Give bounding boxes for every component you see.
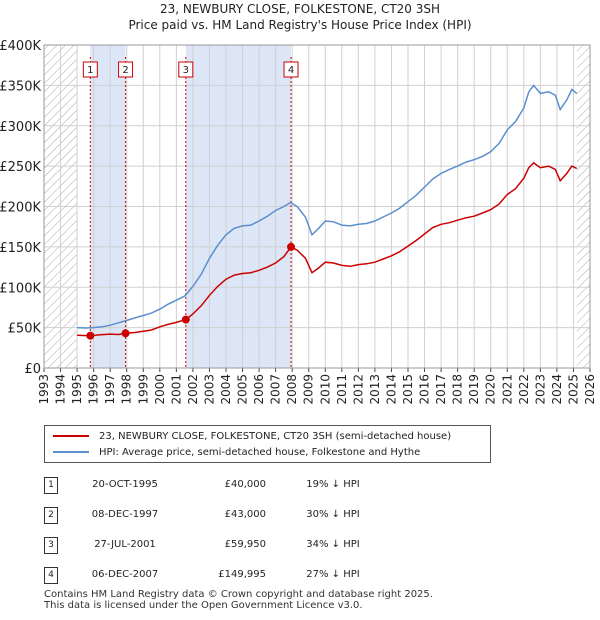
x-tick-label: 2019 <box>467 374 481 405</box>
transaction-price: £59,950 <box>224 539 266 550</box>
legend: 23, NEWBURY CLOSE, FOLKESTONE, CT20 3SH … <box>44 425 491 463</box>
transaction-date: 08-DEC-1997 <box>91 509 159 520</box>
transaction-number: 2 <box>44 507 58 524</box>
x-tick-label: 2021 <box>500 374 514 405</box>
sale-point-3 <box>181 315 190 324</box>
legend-item-price-paid: 23, NEWBURY CLOSE, FOLKESTONE, CT20 3SH … <box>53 428 451 444</box>
sale-marker-label-2: 2 <box>122 65 128 76</box>
transaction-hpi-diff: 19% ↓ HPI <box>306 479 360 490</box>
sale-marker-label-1: 1 <box>87 65 93 76</box>
x-tick-label: 2005 <box>236 374 250 405</box>
transaction-price: £40,000 <box>224 479 266 490</box>
transaction-row: 2 08-DEC-1997 £43,000 30% ↓ HPI <box>0 507 600 527</box>
x-tick-label: 2017 <box>434 374 448 405</box>
x-tick-label: 2014 <box>384 374 398 405</box>
legend-item-hpi: HPI: Average price, semi-detached house,… <box>53 444 420 460</box>
transaction-price: £43,000 <box>224 509 266 520</box>
transaction-row: 3 27-JUL-2001 £59,950 34% ↓ HPI <box>0 537 600 557</box>
x-tick-label: 2023 <box>533 374 547 405</box>
x-tick-label: 1995 <box>70 374 84 405</box>
x-tick-label: 2018 <box>451 374 465 405</box>
y-tick-label: £100K <box>0 281 41 296</box>
x-tick-label: 2002 <box>186 374 200 405</box>
transaction-hpi-diff: 34% ↓ HPI <box>306 539 360 550</box>
x-tick-label: 2003 <box>202 374 216 405</box>
x-tick-label: 2009 <box>302 374 316 405</box>
x-tick-label: 2026 <box>583 374 597 405</box>
transaction-date: 27-JUL-2001 <box>94 539 156 550</box>
y-tick-label: £300K <box>0 120 41 135</box>
x-tick-label: 1994 <box>54 374 68 405</box>
transaction-number: 3 <box>44 537 58 554</box>
transaction-price: £149,995 <box>218 569 266 580</box>
footer-licence: This data is licensed under the Open Gov… <box>44 600 363 611</box>
y-tick-label: £250K <box>0 160 41 175</box>
sale-point-4 <box>287 242 296 251</box>
legend-label-price-paid: 23, NEWBURY CLOSE, FOLKESTONE, CT20 3SH … <box>99 430 452 442</box>
legend-line-hpi <box>53 451 89 453</box>
x-tick-label: 2004 <box>219 374 233 405</box>
x-tick-label: 2007 <box>269 374 283 405</box>
sale-marker-box-1 <box>82 61 98 78</box>
sale-marker-box-4 <box>283 61 299 78</box>
x-tick-label: 1998 <box>120 374 134 405</box>
x-tick-label: 2012 <box>351 374 365 405</box>
chart-title: 23, NEWBURY CLOSE, FOLKESTONE, CT20 3SH <box>159 2 441 16</box>
transaction-number: 4 <box>44 567 58 584</box>
x-tick-label: 2015 <box>401 374 415 405</box>
x-tick-label: 2010 <box>318 374 332 405</box>
y-tick-label: £400K <box>0 39 41 54</box>
y-tick-label: £50K <box>8 322 42 337</box>
x-tick-label: 2008 <box>285 374 299 405</box>
x-tick-label: 1993 <box>37 374 51 405</box>
y-tick-label: £350K <box>0 79 41 94</box>
footer-copyright: Contains HM Land Registry data © Crown c… <box>44 589 433 600</box>
transaction-number: 1 <box>44 477 58 494</box>
price-paid-line <box>77 161 578 337</box>
legend-line-price-paid <box>53 435 89 437</box>
transaction-hpi-diff: 30% ↓ HPI <box>306 509 360 520</box>
hpi-line <box>77 84 578 329</box>
sale-point-1 <box>86 331 95 340</box>
x-tick-label: 2000 <box>153 374 167 405</box>
transaction-date: 06-DEC-2007 <box>91 569 159 580</box>
footer: Contains HM Land Registry data © Crown c… <box>44 589 433 611</box>
transaction-row: 4 06-DEC-2007 £149,995 27% ↓ HPI <box>0 567 600 587</box>
sale-marker-box-2 <box>118 61 134 78</box>
x-tick-label: 1997 <box>103 374 117 405</box>
y-tick-label: £150K <box>0 241 41 256</box>
x-tick-label: 2020 <box>484 374 498 405</box>
sale-point-2 <box>121 329 130 338</box>
sale-marker-label-4: 4 <box>288 65 294 76</box>
transaction-row: 1 20-OCT-1995 £40,000 19% ↓ HPI <box>0 477 600 497</box>
x-tick-label: 2022 <box>517 374 531 405</box>
x-tick-label: 2011 <box>335 374 349 405</box>
x-tick-label: 2006 <box>252 374 266 405</box>
x-tick-label: 2025 <box>566 374 580 405</box>
transaction-hpi-diff: 27% ↓ HPI <box>306 569 360 580</box>
x-tick-label: 2001 <box>169 374 183 405</box>
x-tick-label: 2016 <box>418 374 432 405</box>
legend-label-hpi: HPI: Average price, semi-detached house,… <box>99 446 421 458</box>
sale-marker-label-3: 3 <box>183 65 189 76</box>
x-tick-label: 2013 <box>368 374 382 405</box>
y-tick-label: £200K <box>0 201 41 216</box>
y-tick-label: £0 <box>24 362 41 377</box>
transaction-date: 20-OCT-1995 <box>92 479 158 490</box>
x-tick-label: 1996 <box>87 374 101 405</box>
sale-marker-box-3 <box>178 61 194 78</box>
x-tick-label: 2024 <box>550 374 564 405</box>
price-chart: £0 £50K £100K £150K £200K £250K £300K £350K £400… <box>0 39 597 405</box>
chart-subtitle: Price paid vs. HM Land Registry's House … <box>128 18 472 32</box>
plot-border <box>43 44 591 369</box>
x-tick-label: 1999 <box>136 374 150 405</box>
